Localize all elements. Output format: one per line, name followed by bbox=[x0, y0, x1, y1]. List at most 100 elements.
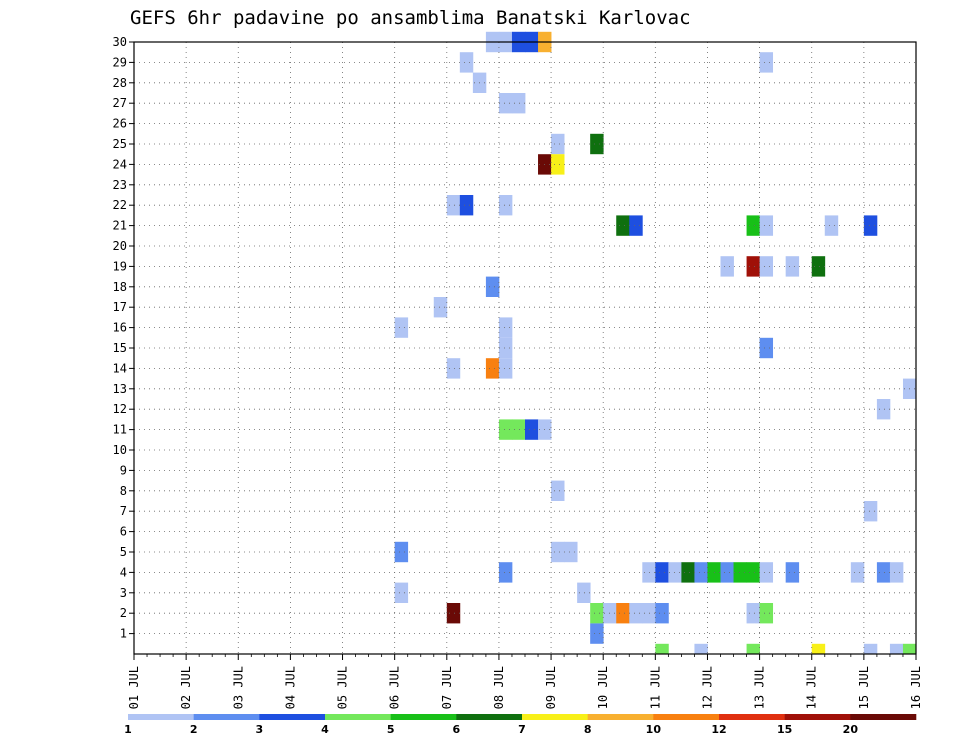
y-tick-label: 12 bbox=[113, 402, 127, 416]
x-tick-label: 06 JUL bbox=[388, 666, 402, 709]
x-tick-label: 08 JUL bbox=[492, 666, 506, 709]
precip-cell bbox=[616, 215, 630, 236]
precip-cell bbox=[446, 358, 461, 379]
precip-cell bbox=[459, 195, 474, 216]
precip-cell bbox=[863, 215, 878, 236]
y-tick-label: 28 bbox=[113, 76, 127, 90]
precip-cell bbox=[446, 195, 461, 216]
heatmap-cells bbox=[394, 31, 917, 654]
precip-cell bbox=[889, 562, 904, 583]
precip-cell bbox=[498, 93, 513, 114]
legend-label: 4 bbox=[321, 723, 329, 736]
y-tick-label: 18 bbox=[113, 280, 127, 294]
y-tick-label: 16 bbox=[113, 321, 127, 335]
chart-title: GEFS 6hr padavine po ansamblima Banatski… bbox=[130, 7, 691, 29]
precip-cell bbox=[498, 317, 513, 338]
precip-cell bbox=[863, 501, 878, 522]
precip-cell bbox=[850, 562, 865, 583]
precip-cell bbox=[498, 562, 513, 583]
legend-label: 3 bbox=[256, 723, 264, 736]
precip-cell bbox=[811, 256, 826, 277]
precip-cell bbox=[511, 419, 526, 440]
y-tick-label: 30 bbox=[113, 35, 127, 49]
x-tick-label: 05 JUL bbox=[336, 666, 350, 709]
y-tick-label: 22 bbox=[113, 198, 127, 212]
legend-swatch bbox=[850, 714, 917, 720]
y-tick-label: 19 bbox=[113, 259, 127, 273]
y-tick-label: 8 bbox=[120, 484, 127, 498]
legend: 1 2 3 4 5 6 7 8 10 12 15 20 bbox=[124, 714, 917, 736]
precip-cell bbox=[824, 215, 839, 236]
legend-label: 8 bbox=[584, 723, 592, 736]
legend-label: 10 bbox=[646, 723, 662, 736]
legend-swatch bbox=[784, 714, 851, 720]
precip-cell bbox=[785, 256, 800, 277]
precip-cell bbox=[433, 297, 448, 318]
precip-cell bbox=[720, 562, 734, 583]
y-tick-label: 6 bbox=[120, 525, 127, 539]
precip-cell bbox=[616, 603, 630, 624]
precip-cell bbox=[498, 195, 513, 216]
legend-label: 15 bbox=[777, 723, 792, 736]
precip-cell bbox=[902, 643, 917, 654]
y-tick-label: 4 bbox=[120, 565, 127, 579]
precip-cell bbox=[564, 541, 578, 563]
precip-cell bbox=[876, 562, 891, 583]
precip-cell bbox=[551, 541, 565, 563]
precip-cell bbox=[759, 337, 774, 359]
y-tick-label: 25 bbox=[113, 137, 127, 151]
precip-cell bbox=[551, 133, 565, 155]
y-tick-label: 3 bbox=[120, 586, 127, 600]
precip-cell bbox=[394, 317, 409, 338]
x-axis: 01 JUL 02 JUL 03 JUL 04 JUL 05 JUL 06 JUL 07 J… bbox=[127, 654, 923, 709]
y-tick-label: 29 bbox=[113, 55, 127, 69]
legend-swatch bbox=[390, 714, 457, 720]
precip-cell bbox=[759, 52, 774, 73]
precip-cell bbox=[681, 562, 695, 583]
y-tick-label: 13 bbox=[113, 382, 127, 396]
precip-cell bbox=[459, 52, 474, 73]
y-tick-label: 14 bbox=[113, 361, 127, 375]
precip-cell bbox=[629, 215, 643, 236]
y-tick-label: 21 bbox=[113, 219, 127, 233]
precip-cell bbox=[655, 562, 669, 583]
precip-cell bbox=[876, 399, 891, 420]
precip-cell bbox=[498, 358, 513, 379]
precip-cell bbox=[720, 256, 734, 277]
precip-cell bbox=[577, 582, 591, 603]
precip-cell bbox=[525, 419, 539, 440]
legend-swatch bbox=[522, 714, 588, 720]
x-tick-label: 12 JUL bbox=[700, 666, 714, 709]
x-tick-label: 04 JUL bbox=[283, 666, 297, 709]
precip-cell bbox=[394, 541, 409, 563]
precip-cell bbox=[551, 480, 565, 501]
y-tick-label: 20 bbox=[113, 239, 127, 253]
precip-cell bbox=[511, 93, 526, 114]
x-tick-label: 09 JUL bbox=[544, 666, 558, 709]
x-tick-label: 07 JUL bbox=[440, 666, 454, 709]
y-tick-label: 1 bbox=[120, 627, 127, 641]
precip-cell bbox=[746, 256, 760, 277]
y-tick-label: 10 bbox=[113, 443, 127, 457]
legend-swatch bbox=[325, 714, 391, 720]
precip-cell bbox=[694, 643, 708, 654]
precip-cell bbox=[759, 562, 774, 583]
x-tick-label: 15 JUL bbox=[857, 666, 871, 709]
precip-cell bbox=[746, 215, 760, 236]
legend-label: 5 bbox=[387, 723, 395, 736]
x-tick-label: 16 JUL bbox=[909, 666, 923, 709]
precip-cell bbox=[485, 276, 500, 297]
precip-cell bbox=[785, 562, 800, 583]
precip-cell bbox=[733, 562, 747, 583]
legend-label: 12 bbox=[711, 723, 726, 736]
precip-cell bbox=[668, 562, 682, 583]
precip-cell bbox=[889, 643, 904, 654]
y-tick-label: 7 bbox=[120, 504, 127, 518]
legend-swatch bbox=[193, 714, 260, 720]
legend-label: 6 bbox=[453, 723, 461, 736]
precip-cell bbox=[746, 603, 760, 624]
legend-label: 7 bbox=[518, 723, 526, 736]
legend-swatch bbox=[259, 714, 326, 720]
y-tick-label: 15 bbox=[113, 341, 127, 355]
precip-cell bbox=[394, 582, 409, 603]
